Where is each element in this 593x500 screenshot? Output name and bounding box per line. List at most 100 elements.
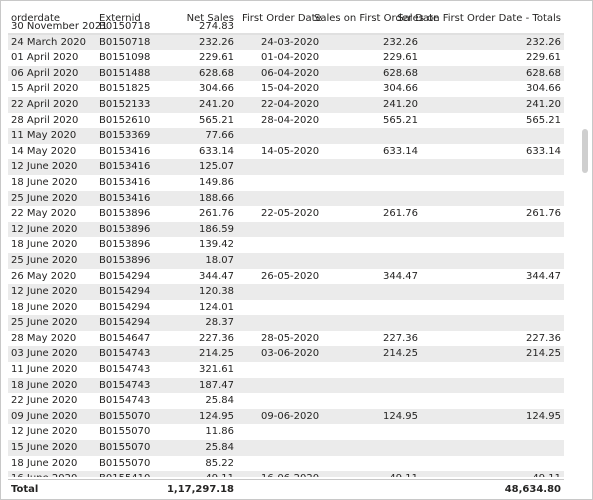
cell-externid: B0154743: [99, 379, 151, 391]
total-sales-on-first-order-date-totals: 48,634.80: [504, 484, 561, 495]
cell-orderdate: 12 June 2020: [11, 426, 78, 438]
table-row[interactable]: 22 May 2020 B0153896 261.76 22-05-2020 261.7…: [8, 206, 564, 222]
cell-orderdate: 09 June 2020: [11, 410, 78, 422]
total-net-sales: 1,17,297.18: [166, 484, 234, 495]
cell-orderdate: 11 June 2020: [11, 364, 78, 376]
cell-net-sales: 124.95: [199, 410, 234, 422]
table-row[interactable]: 12 June 2020 B0155070 11.86: [8, 424, 564, 440]
table-row[interactable]: 22 June 2020 B0154743 25.84: [8, 393, 564, 409]
cell-orderdate: 18 June 2020: [11, 176, 78, 188]
cell-externid: B0153896: [99, 254, 151, 266]
table-row[interactable]: 12 June 2020 B0153416 125.07: [8, 159, 564, 175]
cell-net-sales: 241.20: [199, 98, 234, 110]
cell-first-order-date: 03-06-2020: [261, 348, 320, 360]
cell-first-order-date: 22-04-2020: [261, 98, 320, 110]
total-label: Total: [11, 484, 39, 495]
cell-externid: B0153896: [99, 208, 151, 220]
cell-sales-on-first-order-date-totals: 124.95: [526, 410, 561, 422]
table-rows: 30 November 2021 B0150718 274.83 24 Marc…: [8, 22, 564, 477]
table-row[interactable]: 18 June 2020 B0154743 187.47: [8, 377, 564, 394]
table-row[interactable]: 22 April 2020 B0152133 241.20 22-04-2020 241…: [8, 96, 564, 113]
table-row[interactable]: 18 June 2020 B0153416 149.86: [8, 175, 564, 191]
cell-net-sales: 261.76: [199, 208, 234, 220]
table-row[interactable]: 03 June 2020 B0154743 214.25 03-06-2020 214.…: [8, 346, 564, 363]
cell-first-order-date: 06-04-2020: [261, 67, 320, 79]
cell-sales-on-first-order-date: 49.11: [389, 471, 418, 477]
cell-sales-on-first-order-date-totals: 49.11: [532, 471, 561, 477]
cell-first-order-date: 28-04-2020: [261, 114, 320, 126]
cell-orderdate: 12 June 2020: [11, 161, 78, 173]
cell-externid: B0151488: [99, 67, 151, 79]
column-header-sales-on-first-order-date[interactable]: Sales on First Order Date: [314, 13, 440, 24]
table-row[interactable]: 18 June 2020 B0153896 139.42: [8, 237, 564, 253]
table-row[interactable]: 16 June 2020 B0155410 49.11 16-06-2020 49.11…: [8, 471, 564, 477]
cell-net-sales: 49.11: [205, 471, 234, 477]
cell-net-sales: 274.83: [199, 22, 234, 32]
table-body[interactable]: 30 November 2021 B0150718 274.83 24 Marc…: [8, 22, 564, 477]
column-header-net-sales[interactable]: Net Sales: [186, 13, 234, 24]
table-row[interactable]: 28 May 2020 B0154647 227.36 28-05-2020 227.3…: [8, 331, 564, 347]
cell-sales-on-first-order-date: 344.47: [383, 270, 418, 282]
column-header-orderdate[interactable]: orderdate: [11, 13, 61, 24]
cell-orderdate: 22 June 2020: [11, 395, 78, 407]
table-row[interactable]: 25 June 2020 B0153896 18.07: [8, 252, 564, 269]
table-row[interactable]: 15 April 2020 B0151825 304.66 15-04-2020 304…: [8, 81, 564, 97]
table-row[interactable]: 12 June 2020 B0153896 186.59: [8, 221, 564, 238]
cell-sales-on-first-order-date: 124.95: [383, 410, 418, 422]
cell-sales-on-first-order-date: 565.21: [383, 114, 418, 126]
table-row[interactable]: 09 June 2020 B0155070 124.95 09-06-2020 124.…: [8, 408, 564, 425]
cell-net-sales: 344.47: [199, 270, 234, 282]
table-row[interactable]: 25 June 2020 B0153416 188.66: [8, 190, 564, 207]
cell-sales-on-first-order-date: 633.14: [383, 145, 418, 157]
cell-net-sales: 628.68: [199, 67, 234, 79]
cell-externid: B0152133: [99, 98, 151, 110]
table-row[interactable]: 14 May 2020 B0153416 633.14 14-05-2020 633.1…: [8, 144, 564, 160]
cell-sales-on-first-order-date-totals: 344.47: [526, 270, 561, 282]
table-row[interactable]: 15 June 2020 B0155070 25.84: [8, 440, 564, 456]
vertical-scrollbar[interactable]: [578, 1, 592, 499]
cell-first-order-date: 01-04-2020: [261, 52, 320, 64]
table-row[interactable]: 28 April 2020 B0152610 565.21 28-04-2020 565…: [8, 113, 564, 129]
cell-first-order-date: 26-05-2020: [261, 270, 320, 282]
table-row[interactable]: 11 June 2020 B0154743 321.61: [8, 362, 564, 378]
cell-net-sales: 139.42: [199, 239, 234, 251]
cell-externid: B0155070: [99, 442, 151, 454]
cell-sales-on-first-order-date-totals: 304.66: [526, 83, 561, 95]
cell-externid: B0155410: [99, 471, 150, 477]
cell-net-sales: 321.61: [199, 364, 234, 376]
table-row[interactable]: 18 June 2020 B0154294 124.01: [8, 300, 564, 316]
table-row[interactable]: 11 May 2020 B0153369 77.66: [8, 128, 564, 144]
column-header-externid[interactable]: Externid: [99, 13, 141, 24]
cell-externid: B0153416: [99, 161, 151, 173]
cell-sales-on-first-order-date: 232.26: [383, 36, 418, 48]
column-header-sales-on-first-order-date-totals[interactable]: Sales on First Order Date - Totals: [397, 13, 561, 24]
cell-net-sales: 187.47: [199, 379, 234, 391]
column-header-first-order-date[interactable]: First Order Date: [242, 13, 322, 24]
cell-net-sales: 565.21: [199, 114, 234, 126]
table-row-partial[interactable]: 30 November 2021 B0150718 274.83: [8, 22, 564, 35]
cell-net-sales: 85.22: [205, 457, 234, 469]
cell-externid: B0153416: [99, 176, 151, 188]
cell-net-sales: 232.26: [199, 36, 234, 48]
cell-externid: B0154294: [99, 286, 151, 298]
cell-first-order-date: 09-06-2020: [261, 410, 320, 422]
table-row[interactable]: 12 June 2020 B0154294 120.38: [8, 284, 564, 300]
table-row[interactable]: 25 June 2020 B0154294 28.37: [8, 315, 564, 331]
cell-externid: B0154294: [99, 301, 151, 313]
cell-net-sales: 25.84: [205, 442, 234, 454]
cell-orderdate: 22 May 2020: [11, 208, 77, 220]
cell-sales-on-first-order-date: 214.25: [383, 348, 418, 360]
table-row[interactable]: 24 March 2020 B0150718 232.26 24-03-2020 232…: [8, 34, 564, 51]
cell-net-sales: 124.01: [199, 301, 234, 313]
table-row[interactable]: 18 June 2020 B0155070 85.22: [8, 456, 564, 472]
cell-sales-on-first-order-date: 227.36: [383, 332, 418, 344]
cell-externid: B0154647: [99, 332, 151, 344]
scrollbar-thumb[interactable]: [582, 129, 588, 173]
cell-orderdate: 18 June 2020: [11, 379, 78, 391]
table-row[interactable]: 06 April 2020 B0151488 628.68 06-04-2020 628…: [8, 65, 564, 82]
cell-net-sales: 304.66: [199, 83, 234, 95]
table-row[interactable]: 01 April 2020 B0151098 229.61 01-04-2020 229…: [8, 50, 564, 66]
cell-net-sales: 28.37: [205, 317, 234, 329]
table-row[interactable]: 26 May 2020 B0154294 344.47 26-05-2020 344.4…: [8, 269, 564, 285]
cell-orderdate: 12 June 2020: [11, 286, 78, 298]
